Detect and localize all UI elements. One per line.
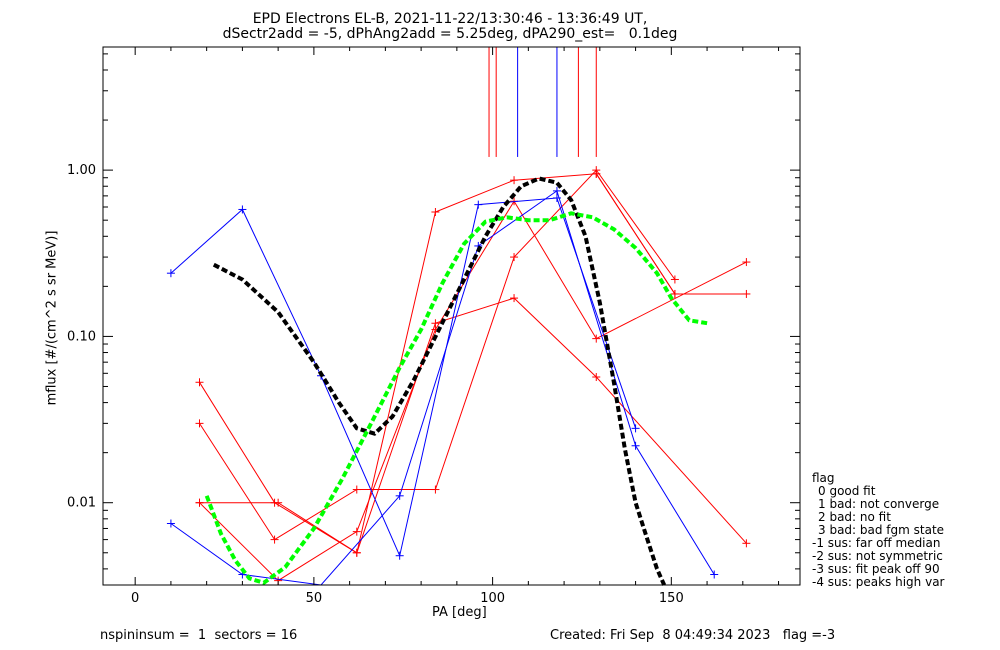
data-point bbox=[195, 498, 204, 507]
data-point bbox=[710, 570, 719, 579]
data-point bbox=[592, 334, 601, 343]
legend-entry: 3 bad: bad fgm state bbox=[818, 523, 945, 537]
data-point bbox=[670, 289, 679, 298]
legend-entry: 1 bad: not converge bbox=[818, 497, 940, 511]
x-tick-label: 50 bbox=[306, 591, 323, 606]
legend-title: flag bbox=[812, 471, 835, 485]
vertical-lines-group bbox=[488, 47, 597, 157]
data-point bbox=[195, 378, 204, 387]
x-axis-label: PA [deg] bbox=[432, 605, 487, 620]
data-point bbox=[510, 253, 519, 262]
fits-group bbox=[204, 176, 708, 586]
data-point bbox=[431, 485, 440, 494]
x-tick-label: 0 bbox=[131, 591, 139, 606]
legend-entry: -4 sus: peaks high var bbox=[812, 575, 945, 589]
x-tick-label: 100 bbox=[480, 591, 505, 606]
series-group bbox=[166, 166, 751, 586]
axes-group: 0 50 100 150 0.01 0.10 1.00 bbox=[67, 47, 800, 606]
legend-entry: 0 good fit bbox=[818, 484, 876, 498]
data-point bbox=[352, 485, 361, 494]
data-point bbox=[395, 491, 404, 500]
legend-entry: -3 sus: fit peak off 90 bbox=[812, 562, 940, 576]
legend-entry: -2 sus: not symmetric bbox=[812, 549, 943, 563]
series-line bbox=[199, 297, 747, 554]
data-point bbox=[195, 419, 204, 428]
data-point bbox=[431, 319, 440, 328]
data-point bbox=[474, 200, 483, 209]
series-line bbox=[199, 173, 676, 554]
y-tick-label: 1.00 bbox=[67, 163, 96, 178]
data-point bbox=[352, 527, 361, 536]
fit-curve bbox=[212, 176, 667, 586]
plot-frame bbox=[102, 46, 801, 586]
data-point bbox=[552, 186, 561, 195]
data-point bbox=[166, 269, 175, 278]
data-point bbox=[631, 441, 640, 450]
data-point bbox=[742, 539, 751, 548]
data-point bbox=[395, 551, 404, 560]
footer-right: Created: Fri Sep 8 04:49:34 2023 flag =-… bbox=[550, 628, 836, 643]
data-point bbox=[274, 498, 283, 507]
chart-subtitle: dSectr2add = -5, dPhAng2add = 5.25deg, d… bbox=[222, 26, 678, 42]
x-tick-label: 150 bbox=[659, 591, 684, 606]
y-axis-label: mflux [#/(cm^2 s sr MeV)] bbox=[44, 230, 60, 406]
legend-entry: 2 bad: no fit bbox=[818, 510, 891, 524]
data-point bbox=[238, 205, 247, 214]
series-line bbox=[170, 197, 637, 558]
data-point bbox=[166, 519, 175, 528]
data-point bbox=[592, 169, 601, 178]
data-point bbox=[552, 193, 561, 202]
footer-left: nspininsum = 1 sectors = 16 bbox=[100, 628, 298, 643]
data-point bbox=[592, 373, 601, 382]
chart-title: EPD Electrons EL-B, 2021-11-22/13:30:46 … bbox=[252, 11, 648, 27]
data-point bbox=[742, 258, 751, 267]
data-point bbox=[510, 176, 519, 185]
fit-curve bbox=[204, 211, 708, 585]
data-point bbox=[742, 289, 751, 298]
series-line bbox=[170, 190, 715, 586]
y-tick-label: 0.01 bbox=[67, 496, 96, 511]
legend: flag 0 good fit 1 bad: not converge 2 ba… bbox=[812, 472, 944, 589]
data-point bbox=[431, 207, 440, 216]
data-point bbox=[270, 535, 279, 544]
y-tick-label: 0.10 bbox=[67, 329, 96, 344]
data-point bbox=[631, 424, 640, 433]
legend-entry: -1 sus: far off median bbox=[812, 536, 941, 550]
data-point bbox=[352, 548, 361, 557]
data-point bbox=[510, 294, 519, 303]
data-point bbox=[670, 275, 679, 284]
